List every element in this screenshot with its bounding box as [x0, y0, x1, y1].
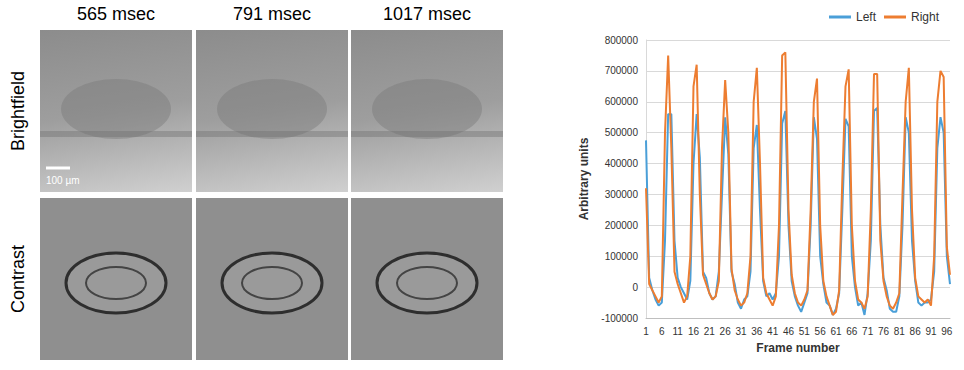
svg-text:26: 26 [720, 326, 732, 337]
svg-text:76: 76 [878, 326, 890, 337]
svg-text:41: 41 [767, 326, 779, 337]
svg-text:400000: 400000 [605, 158, 639, 169]
svg-text:-100000: -100000 [601, 313, 638, 324]
svg-text:Right: Right [911, 10, 940, 24]
svg-text:21: 21 [704, 326, 716, 337]
svg-text:11: 11 [672, 326, 683, 337]
svg-text:600000: 600000 [605, 96, 639, 107]
svg-text:700000: 700000 [605, 65, 639, 76]
svg-text:61: 61 [830, 326, 842, 337]
svg-text:500000: 500000 [605, 127, 639, 138]
svg-text:791 msec: 791 msec [233, 4, 311, 24]
svg-text:300000: 300000 [605, 189, 639, 200]
svg-text:100000: 100000 [605, 251, 639, 262]
svg-text:71: 71 [862, 326, 874, 337]
svg-text:800000: 800000 [605, 35, 639, 46]
svg-text:200000: 200000 [605, 220, 639, 231]
svg-text:66: 66 [846, 326, 858, 337]
svg-text:Brightfield: Brightfield [8, 71, 28, 151]
svg-text:Arbitrary units: Arbitrary units [577, 137, 591, 220]
svg-text:81: 81 [894, 326, 906, 337]
svg-text:565 msec: 565 msec [77, 4, 155, 24]
svg-text:1017 msec: 1017 msec [383, 4, 471, 24]
svg-text:31: 31 [735, 326, 747, 337]
svg-text:56: 56 [815, 326, 827, 337]
svg-text:Contrast: Contrast [8, 245, 28, 313]
svg-text:96: 96 [941, 326, 953, 337]
svg-text:6: 6 [659, 326, 665, 337]
svg-text:46: 46 [783, 326, 795, 337]
svg-text:Left: Left [856, 10, 877, 24]
svg-text:36: 36 [751, 326, 763, 337]
svg-text:91: 91 [925, 326, 937, 337]
svg-text:16: 16 [688, 326, 700, 337]
svg-text:Frame number: Frame number [756, 341, 840, 355]
svg-text:0: 0 [632, 282, 638, 293]
svg-text:100 µm: 100 µm [46, 175, 80, 186]
svg-text:51: 51 [799, 326, 811, 337]
svg-text:86: 86 [910, 326, 922, 337]
svg-text:1: 1 [643, 326, 649, 337]
